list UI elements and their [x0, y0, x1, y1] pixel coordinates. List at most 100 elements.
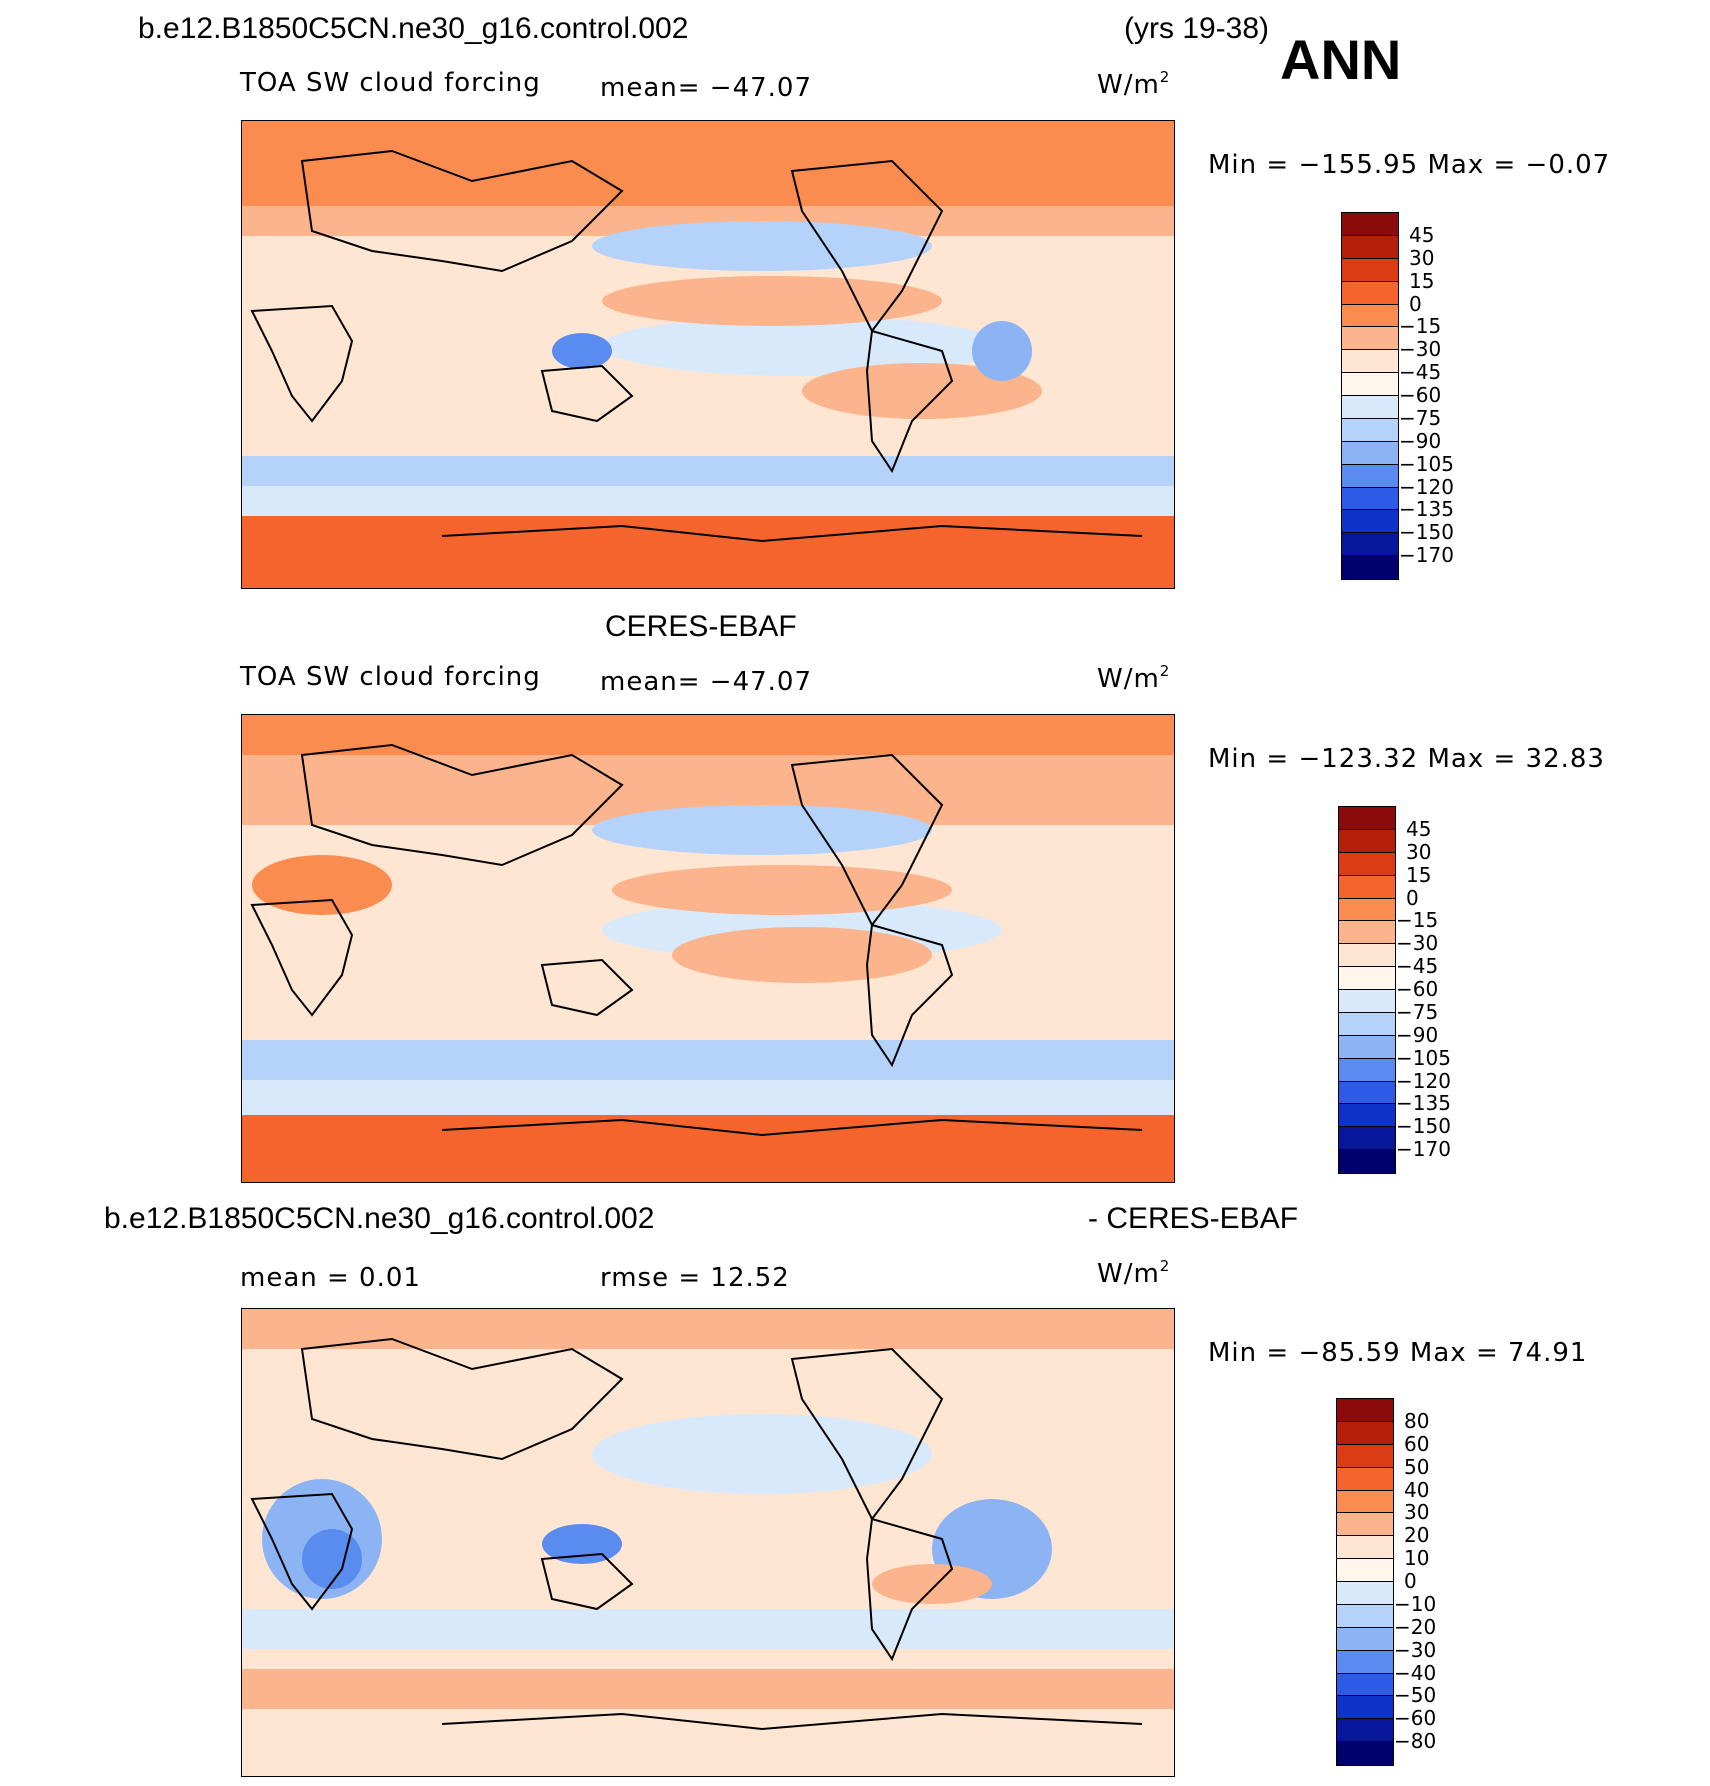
- coastline-africa: [250, 898, 354, 1017]
- colorbar-label: 15: [1409, 268, 1435, 293]
- colorbar-segment: [1342, 281, 1398, 305]
- coastline-south-america: [865, 329, 954, 474]
- colorbar-segment: [1342, 327, 1398, 351]
- coastline-north-america: [790, 753, 944, 927]
- colorbar-segment: [1342, 464, 1398, 488]
- colorbar-label: −120: [1399, 474, 1454, 499]
- colorbar-label: −75: [1399, 405, 1442, 430]
- colorbar-label: −105: [1399, 451, 1454, 476]
- colorbar-label: −10: [1394, 1591, 1437, 1616]
- colorbar-segment: [1339, 1081, 1395, 1105]
- colorbar-segment: [1339, 1035, 1395, 1059]
- panel3-colorbar: [1336, 1398, 1394, 1766]
- subtropical-pacific: [602, 276, 942, 326]
- panel1-map-svg: [242, 121, 1174, 588]
- colorbar-segment: [1339, 1104, 1395, 1128]
- colorbar-label: 15: [1406, 862, 1432, 887]
- colorbar-label: 40: [1404, 1477, 1430, 1502]
- colorbar-label: 0: [1404, 1569, 1417, 1593]
- north-band: [242, 1309, 1174, 1349]
- colorbar-label: 30: [1409, 245, 1435, 270]
- colorbar-label: −135: [1399, 497, 1454, 522]
- coastline-antarctica: [441, 1118, 1143, 1137]
- colorbar-label: −135: [1396, 1091, 1451, 1116]
- south-band: [242, 1669, 1174, 1709]
- colorbar-segment: [1339, 807, 1395, 830]
- coastline-north-america: [790, 1347, 944, 1521]
- colorbar-segment: [1337, 1650, 1393, 1674]
- colorbar-label: −170: [1396, 1137, 1451, 1162]
- south-pacific-bias: [872, 1564, 992, 1604]
- panel1-variable: TOA SW cloud forcing: [240, 68, 541, 98]
- colorbar-segment: [1342, 396, 1398, 419]
- colorbar-segment: [1337, 1490, 1393, 1514]
- panel1-minmax: Min = −155.95 Max = −0.07: [1208, 150, 1611, 180]
- colorbar-label: 45: [1406, 816, 1432, 841]
- colorbar-label: 30: [1406, 839, 1432, 864]
- panel3-rmse: rmse = 12.52: [600, 1263, 790, 1293]
- coastline-eurasia: [300, 743, 624, 867]
- colorbar-label: −30: [1396, 931, 1439, 956]
- panel3-unit: W/m2: [1097, 1257, 1171, 1289]
- coastline-eurasia: [300, 1337, 624, 1461]
- southern-ocean-band: [242, 1080, 1174, 1115]
- subtropical-pacific: [612, 865, 952, 915]
- panel1-colorbar: [1341, 212, 1399, 580]
- colorbar-label: −45: [1396, 954, 1439, 979]
- colorbar-label: −15: [1399, 314, 1442, 339]
- colorbar-segment: [1342, 258, 1398, 282]
- colorbar-segment: [1337, 1719, 1393, 1743]
- colorbar-label: 10: [1404, 1546, 1430, 1571]
- colorbar-segment: [1337, 1742, 1393, 1765]
- panel3-mean: mean = 0.01: [240, 1263, 421, 1293]
- amazon-cloud: [972, 321, 1032, 381]
- coastline-africa: [250, 1492, 354, 1611]
- coastline-north-america: [790, 159, 944, 333]
- sahara: [252, 855, 392, 915]
- colorbar-label: −80: [1394, 1729, 1437, 1754]
- colorbar-segment: [1342, 487, 1398, 511]
- colorbar-label: −170: [1399, 543, 1454, 568]
- coastline-antarctica: [441, 524, 1143, 543]
- colorbar-segment: [1339, 1012, 1395, 1036]
- colorbar-segment: [1339, 829, 1395, 853]
- coastline-south-america: [865, 1517, 954, 1662]
- itcz: [602, 316, 1002, 376]
- colorbar-segment: [1342, 533, 1398, 557]
- colorbar-segment: [1337, 1604, 1393, 1628]
- colorbar-segment: [1337, 1673, 1393, 1697]
- colorbar-label: −60: [1396, 977, 1439, 1001]
- north-pacific-bias: [592, 1414, 932, 1494]
- colorbar-segment: [1339, 921, 1395, 945]
- colorbar-segment: [1337, 1696, 1393, 1720]
- colorbar-segment: [1339, 990, 1395, 1013]
- colorbar-label: 20: [1404, 1523, 1430, 1548]
- colorbar-segment: [1339, 944, 1395, 968]
- south-pacific: [802, 363, 1042, 419]
- colorbar-label: −45: [1399, 360, 1442, 385]
- colorbar-segment: [1337, 1627, 1393, 1651]
- colorbar-segment: [1342, 441, 1398, 465]
- colorbar-segment: [1342, 373, 1398, 396]
- coastline-africa: [250, 304, 354, 423]
- colorbar-segment: [1342, 350, 1398, 374]
- colorbar-segment: [1337, 1513, 1393, 1537]
- colorbar-label: 80: [1404, 1408, 1430, 1433]
- coastline-australia: [540, 958, 634, 1017]
- colorbar-segment: [1337, 1467, 1393, 1491]
- southern-ocean-band: [242, 456, 1174, 486]
- colorbar-label: 0: [1409, 291, 1422, 316]
- colorbar-label: −60: [1399, 383, 1442, 407]
- colorbar-label: −150: [1399, 520, 1454, 545]
- north-pacific-cloud: [592, 805, 932, 855]
- colorbar-segment: [1342, 418, 1398, 442]
- colorbar-label: 50: [1404, 1454, 1430, 1479]
- panel2-title: CERES-EBAF: [605, 610, 797, 643]
- colorbar-label: −30: [1394, 1637, 1437, 1662]
- colorbar-segment: [1342, 510, 1398, 534]
- colorbar-label: 60: [1404, 1431, 1430, 1456]
- panel3-map: [241, 1308, 1175, 1777]
- colorbar-segment: [1339, 898, 1395, 922]
- colorbar-segment: [1339, 967, 1395, 990]
- south-band: [242, 1115, 1174, 1182]
